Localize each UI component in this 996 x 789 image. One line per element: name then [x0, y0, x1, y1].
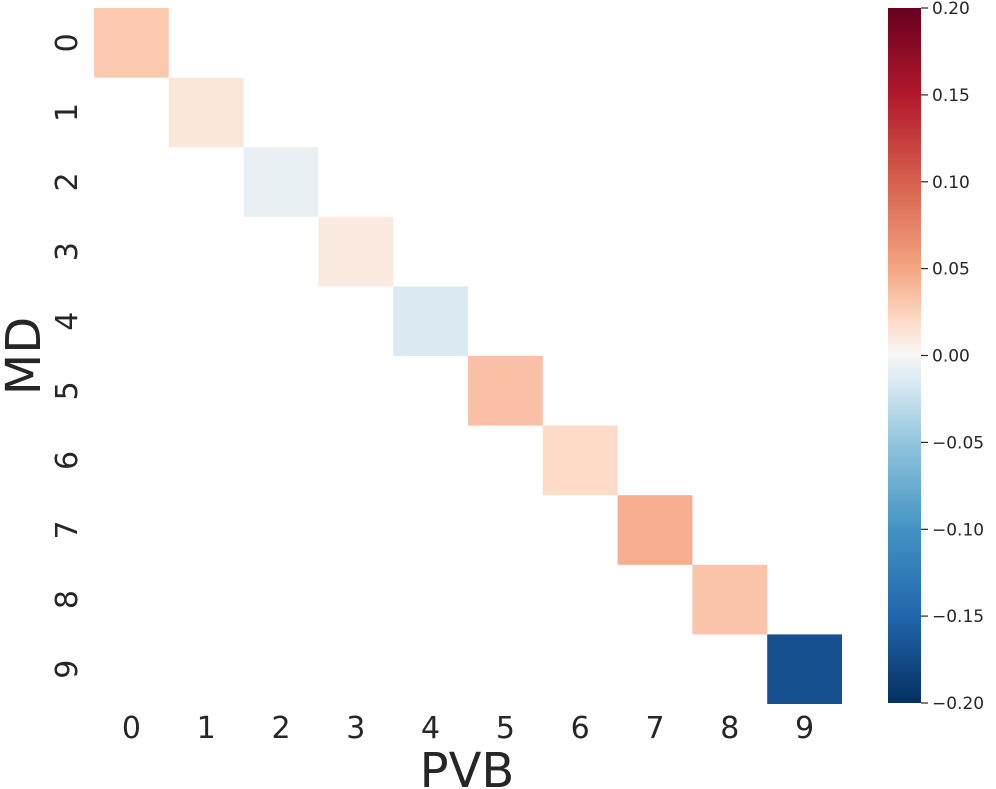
y-tick-label: 6 — [50, 451, 85, 470]
heatmap-cell-7-7 — [617, 495, 693, 565]
heatmap-cell-3-3 — [318, 216, 394, 287]
x-tick-label: 8 — [720, 711, 739, 746]
colorbar-tick-label: 0.00 — [932, 347, 970, 367]
colorbar-tick-label: −0.15 — [932, 607, 984, 627]
x-tick-label: 3 — [346, 711, 365, 746]
y-tick-label: 5 — [50, 381, 85, 400]
x-tick-label: 0 — [122, 711, 141, 746]
colorbar-tick-label: −0.10 — [932, 520, 984, 540]
heatmap-cell-1-1 — [168, 77, 244, 148]
colorbar-tick-label: 0.15 — [932, 86, 970, 106]
colorbar-tick-label: 0.20 — [932, 0, 970, 19]
x-tick-label: 2 — [271, 711, 290, 746]
x-tick-label: 6 — [571, 711, 590, 746]
heatmap-cell-9-9 — [767, 634, 842, 704]
colorbar — [888, 8, 921, 703]
y-tick-label: 4 — [50, 312, 85, 331]
x-axis-label: PVB — [420, 743, 515, 789]
heatmap-cell-4-4 — [393, 286, 468, 356]
x-tick-label: 4 — [421, 711, 440, 746]
heatmap-cell-8-8 — [692, 564, 768, 635]
heatmap-cell-5-5 — [468, 356, 543, 426]
y-tick-label: 8 — [50, 590, 85, 609]
colorbar-tick-label: 0.10 — [932, 173, 970, 193]
heatmap-cells — [94, 8, 842, 704]
colorbar-ticks: 0.20 0.15 0.10 0.05 0.00 −0.05 −0.10 −0.15 −0.20 — [921, 0, 984, 714]
x-tick-label: 9 — [795, 711, 814, 746]
heatmap-cell-6-6 — [542, 425, 618, 496]
heatmap-cell-0-0 — [94, 8, 169, 78]
colorbar-tick-label: −0.05 — [932, 433, 984, 453]
y-tick-label: 0 — [50, 33, 85, 52]
y-axis-label: MD — [0, 317, 52, 395]
y-tick-label: 7 — [50, 520, 85, 539]
colorbar-tick-label: 0.05 — [932, 260, 970, 280]
y-tick-label: 9 — [50, 660, 85, 679]
colorbar-tick-label: −0.20 — [932, 694, 984, 714]
x-tick-label: 1 — [197, 711, 216, 746]
x-tick-label: 7 — [645, 711, 664, 746]
y-tick-label: 3 — [50, 242, 85, 261]
y-tick-labels: 0 1 2 3 4 5 6 7 8 9 — [50, 33, 85, 678]
x-tick-labels: 0 1 2 3 4 5 6 7 8 9 — [122, 711, 814, 746]
heatmap-cell-2-2 — [243, 147, 319, 217]
y-tick-label: 1 — [50, 103, 85, 122]
y-tick-label: 2 — [50, 172, 85, 191]
x-tick-label: 5 — [496, 711, 515, 746]
